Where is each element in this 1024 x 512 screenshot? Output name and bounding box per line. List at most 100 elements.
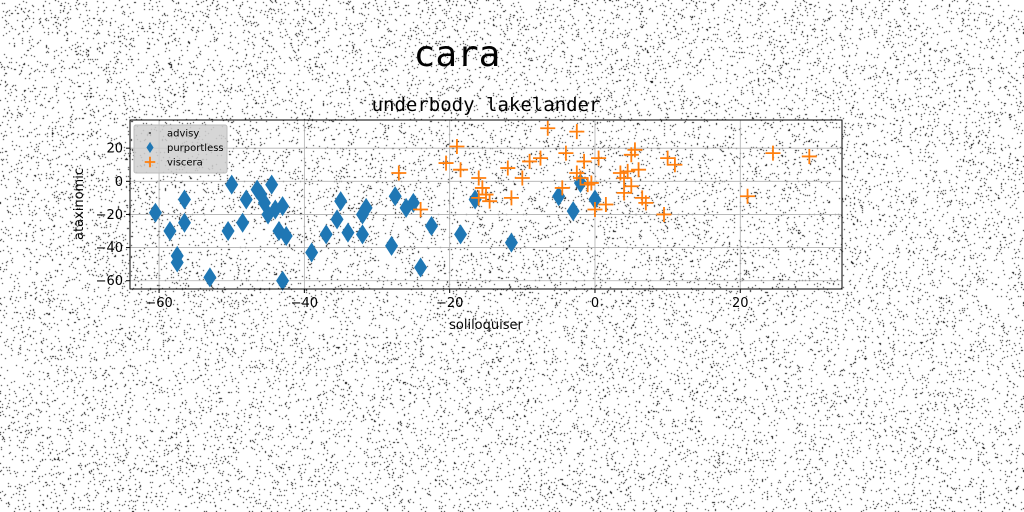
data-point-purportless — [265, 174, 279, 195]
data-point-viscera — [453, 162, 469, 178]
data-point-purportless — [454, 224, 468, 245]
data-point-viscera — [503, 190, 519, 206]
y-tick-label: −20 — [96, 208, 123, 223]
data-point-purportless — [341, 222, 355, 243]
data-point-viscera — [540, 120, 556, 136]
legend-marker-advisy — [149, 132, 151, 134]
data-point-purportless — [330, 209, 344, 230]
x-tick-label: −40 — [291, 296, 318, 311]
data-point-purportless — [504, 232, 518, 253]
data-point-viscera — [449, 139, 465, 155]
data-point-purportless — [221, 221, 235, 242]
data-point-viscera — [801, 148, 817, 164]
data-point-viscera — [471, 190, 487, 206]
chart-title: underbody lakelander — [372, 94, 601, 116]
data-point-viscera — [576, 153, 592, 169]
data-point-viscera — [572, 170, 588, 186]
figure-suptitle: cara — [414, 34, 501, 75]
plot-area — [130, 120, 842, 289]
data-point-viscera — [591, 150, 607, 166]
data-point-purportless — [177, 212, 191, 233]
legend-marker-purportless — [146, 142, 154, 153]
data-point-viscera — [623, 178, 639, 194]
data-point-viscera — [438, 155, 454, 171]
data-point-viscera — [478, 187, 494, 203]
axis-ticks: −60 −40 −20 0 20 −60 −40 −20 0 20 — [96, 142, 749, 311]
data-point-viscera — [471, 170, 487, 186]
data-point-viscera — [522, 153, 538, 169]
data-point-viscera — [413, 201, 429, 217]
data-point-viscera — [583, 175, 599, 191]
data-point-purportless — [279, 225, 293, 246]
y-tick-label: −40 — [96, 241, 123, 256]
data-point-viscera — [660, 150, 676, 166]
data-point-purportless — [319, 224, 333, 245]
data-point-viscera — [598, 197, 614, 212]
plot-frame — [129, 119, 843, 290]
x-tick-label: 20 — [732, 296, 749, 311]
y-axis-label: ataxinomic — [72, 168, 87, 240]
data-point-viscera — [558, 145, 574, 161]
data-point-viscera — [631, 162, 647, 178]
data-point-viscera — [638, 195, 654, 211]
data-point-purportless — [385, 235, 399, 256]
data-point-purportless — [355, 224, 369, 245]
data-point-viscera — [482, 193, 498, 209]
data-point-viscera — [627, 142, 643, 158]
x-tick-label: 0 — [591, 296, 599, 311]
data-point-purportless — [148, 202, 162, 223]
data-point-viscera — [532, 150, 548, 166]
legend-label-advisy: advisy — [167, 129, 199, 140]
data-point-purportless — [203, 267, 217, 288]
data-point-viscera — [391, 165, 407, 181]
data-point-viscera — [500, 160, 516, 176]
data-point-purportless — [359, 197, 373, 218]
data-point-viscera — [474, 180, 490, 196]
x-tick-label: −60 — [145, 296, 172, 311]
data-point-purportless — [468, 189, 482, 210]
data-point-purportless — [588, 189, 602, 210]
y-tick-label: −60 — [96, 274, 123, 289]
data-point-purportless — [552, 186, 566, 207]
data-point-purportless — [276, 270, 290, 291]
data-point-purportless — [388, 186, 402, 207]
data-point-purportless — [225, 174, 239, 195]
legend-label-viscera: viscera — [167, 158, 203, 169]
data-point-purportless — [236, 212, 250, 233]
legend-box — [133, 124, 228, 174]
data-point-purportless — [177, 189, 191, 210]
data-point-viscera — [616, 170, 632, 186]
data-point-purportless — [414, 257, 428, 278]
data-point-viscera — [620, 163, 636, 179]
grid-lines — [130, 120, 842, 289]
data-point-purportless — [276, 196, 290, 217]
data-point-purportless — [334, 191, 348, 212]
y-tick-label: 20 — [106, 142, 123, 157]
data-point-viscera — [580, 177, 596, 193]
data-series — [148, 120, 817, 291]
data-point-purportless — [163, 221, 177, 242]
data-point-viscera — [514, 170, 530, 186]
data-point-viscera — [740, 188, 756, 204]
data-point-purportless — [239, 189, 253, 210]
x-axis-label: soliloquiser — [449, 318, 523, 333]
y-tick-label: 0 — [115, 175, 123, 190]
data-point-viscera — [656, 206, 672, 222]
data-point-viscera — [569, 124, 585, 140]
data-point-viscera — [616, 185, 632, 201]
data-point-viscera — [587, 201, 603, 217]
x-tick-label: −20 — [436, 296, 463, 311]
data-point-purportless — [425, 216, 439, 237]
data-point-viscera — [667, 157, 683, 173]
data-point-viscera — [765, 145, 781, 161]
data-point-purportless — [305, 242, 319, 263]
data-point-viscera — [554, 180, 570, 196]
legend-label-purportless: purportless — [167, 143, 224, 154]
legend: advisy purportless viscera — [133, 124, 228, 174]
data-point-purportless — [406, 192, 420, 213]
data-point-purportless — [170, 252, 184, 273]
data-point-purportless — [566, 201, 580, 222]
legend-marker-viscera — [144, 156, 156, 168]
